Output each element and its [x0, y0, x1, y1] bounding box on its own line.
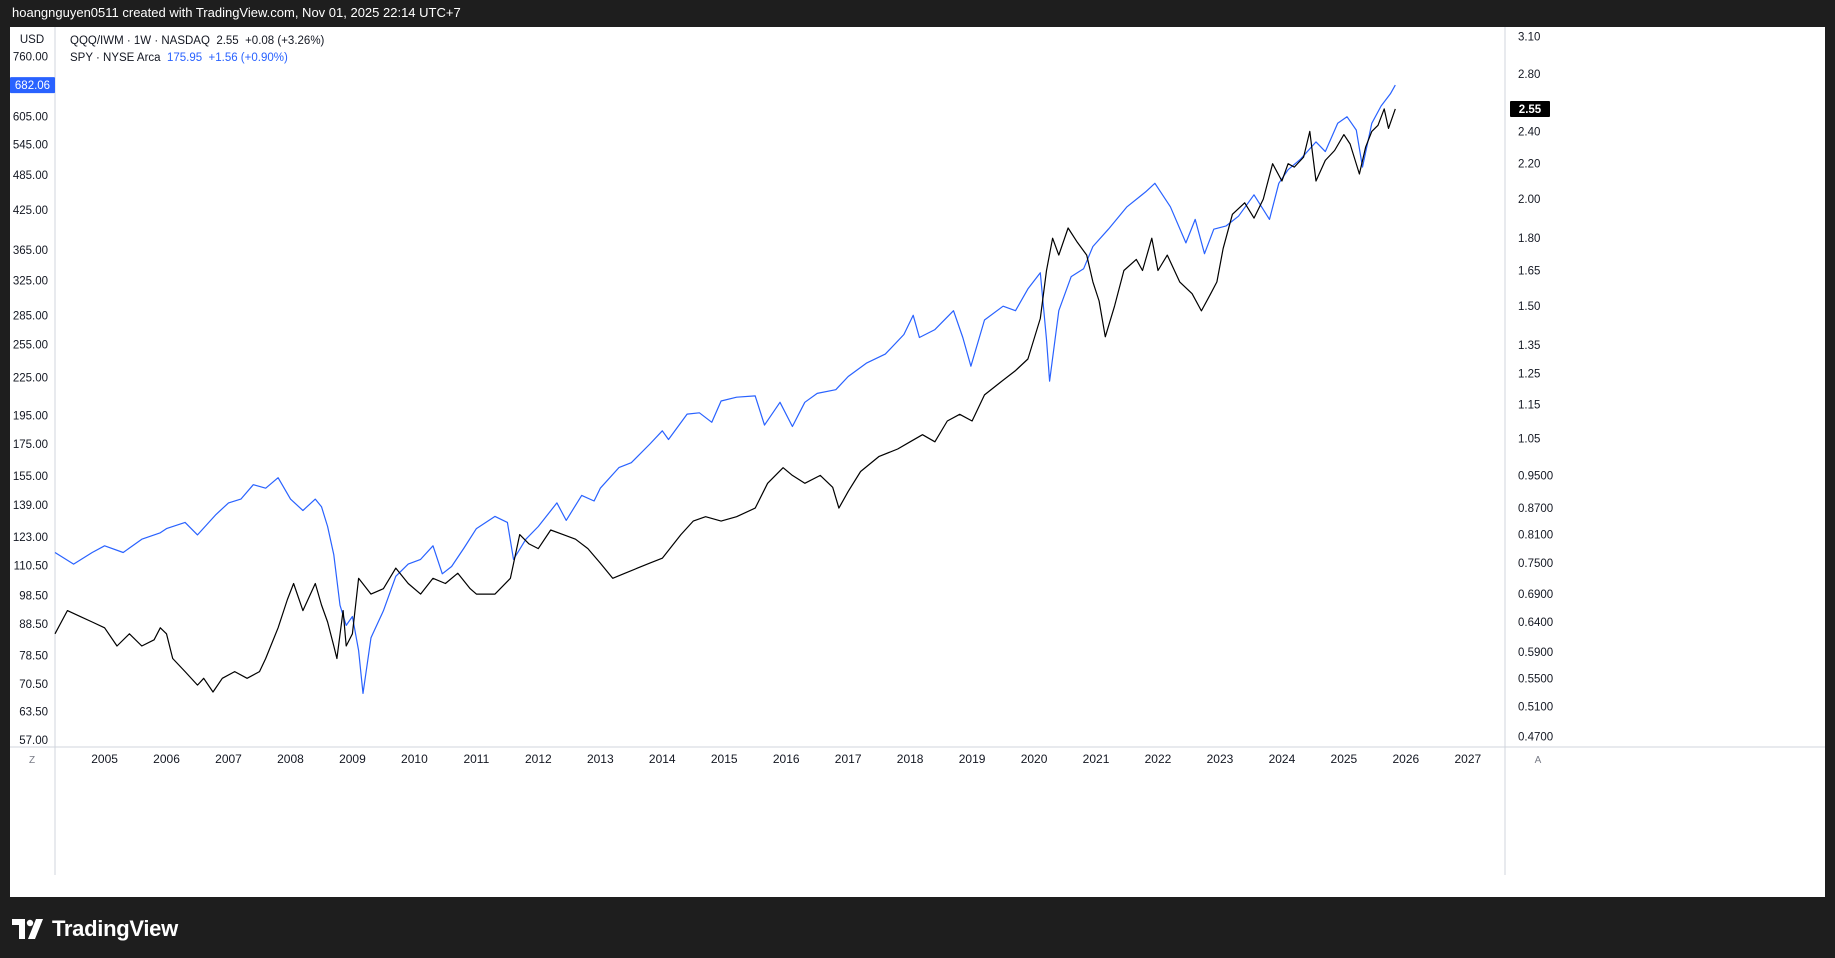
left-axis-tick-label: 760.00 [13, 52, 48, 64]
time-axis-tick-label: 2017 [835, 752, 862, 766]
left-axis-tick-label: 195.00 [13, 410, 48, 422]
right-axis-tick-label: 0.6400 [1518, 617, 1553, 629]
left-axis-tick-label: 78.50 [19, 651, 48, 663]
time-axis-tick-label: 2013 [587, 752, 614, 766]
legend-spy-symbol: SPY · NYSE Arca [70, 52, 161, 64]
legend-qqq-symbol: QQQ/IWM · 1W · NASDAQ [70, 35, 210, 47]
right-axis-tick-label: 1.65 [1518, 266, 1540, 278]
chart-author-header: hoangnguyen0511 created with TradingView… [12, 5, 461, 20]
time-axis-tick-label: 2006 [153, 752, 180, 766]
left-axis-tick-label: 285.00 [13, 310, 48, 322]
right-axis-tick-label: 2.20 [1518, 159, 1540, 171]
time-axis-tick-label: 2015 [711, 752, 738, 766]
currency-label: USD [20, 34, 44, 46]
right-axis-tick-label: 2.80 [1518, 69, 1540, 81]
left-axis-tick-label: 175.00 [13, 439, 48, 451]
time-axis-tick-label: 2027 [1454, 752, 1481, 766]
time-axis-tick-label: 2011 [463, 752, 489, 766]
tradingview-logo-text: TradingView [52, 916, 178, 941]
right-axis-tick-label: 1.25 [1518, 369, 1540, 381]
left-axis-tick-label: 325.00 [13, 276, 48, 288]
left-axis-tick-label: 225.00 [13, 373, 48, 385]
legend-row-qqq-iwm[interactable]: QQQ/IWM · 1W · NASDAQ 2.55 +0.08 (+3.26%… [70, 33, 324, 50]
time-axis-tick-label: 2009 [339, 752, 366, 766]
left-axis-tick-label: 425.00 [13, 205, 48, 217]
right-axis-tick-label: 2.40 [1518, 126, 1540, 138]
left-axis-tick-label: 110.50 [14, 560, 48, 572]
right-axis-tick-label: 1.05 [1518, 433, 1540, 445]
right-axis-tick-label: 1.50 [1518, 301, 1540, 313]
right-axis-tick-label: 0.5900 [1518, 647, 1553, 659]
time-axis-tick-label: 2005 [91, 752, 118, 766]
chart-frame: USD 760.00 605.00 545.00 485.00 425.00 365.00 3… [10, 27, 1825, 897]
tradingview-logo-icon [12, 919, 43, 939]
left-axis-tick-label: 63.50 [19, 706, 48, 718]
right-axis-tick-label: 1.35 [1518, 340, 1540, 352]
time-axis-tick-label: 2016 [773, 752, 800, 766]
legend-row-spy[interactable]: SPY · NYSE Arca 175.95 +1.56 (+0.90%) [70, 50, 324, 67]
spy-last-price-badge [10, 77, 55, 94]
right-axis-tick-label: 2.00 [1518, 194, 1540, 206]
left-axis-tick-label: 139.00 [13, 500, 48, 512]
right-axis-tick-label: 0.8700 [1518, 503, 1553, 515]
time-axis-tick-label: 2007 [215, 752, 242, 766]
time-axis-tick-label: 2010 [401, 752, 428, 766]
time-axis-tick-label: 2019 [959, 752, 986, 766]
right-axis-tick-label: 3.10 [1518, 31, 1540, 43]
time-axis-tick-label: 2014 [649, 752, 676, 766]
spy-last-price-label: 682.06 [15, 80, 50, 92]
legend-spy-value: 175.95 [166, 52, 203, 64]
left-axis-tick-label: 98.50 [19, 591, 48, 603]
time-axis-tick-label: 2021 [1083, 752, 1110, 766]
ratio-last-price-label: 2.55 [1519, 104, 1542, 116]
left-axis-tick-label: 255.00 [13, 340, 48, 352]
qqq-iwm-series-line[interactable] [54, 108, 1396, 693]
right-axis-tick-label: 0.7500 [1518, 558, 1553, 570]
time-axis-tick-label: 2026 [1393, 752, 1420, 766]
right-axis-tick-label: 0.9500 [1518, 470, 1553, 482]
left-axis-tick-label: 88.50 [19, 619, 48, 631]
right-axis-tick-label: 0.5500 [1518, 673, 1553, 685]
time-axis-tick-label: 2023 [1207, 752, 1234, 766]
right-axis-tick-label: 0.5100 [1518, 701, 1553, 713]
legend-qqq-change: +0.08 (+3.26%) [245, 35, 325, 47]
time-axis-tick-label: 2020 [1021, 752, 1048, 766]
left-axis-tick-label: 605.00 [13, 112, 48, 124]
time-axis-tick-label: 2022 [1145, 752, 1172, 766]
left-axis-tick-label: 365.00 [13, 245, 48, 257]
time-axis-tick-label: 2008 [277, 752, 304, 766]
auto-scale-a-button[interactable]: A [1535, 755, 1542, 766]
spy-series-line[interactable] [54, 84, 1396, 694]
left-axis-tick-label: 123.00 [13, 532, 48, 544]
left-axis-tick-label: 485.00 [13, 170, 48, 182]
right-axis-tick-label: 0.8100 [1518, 530, 1553, 542]
left-axis-tick-label: 57.00 [19, 735, 48, 747]
chart-canvas[interactable]: USD 760.00 605.00 545.00 485.00 425.00 365.00 3… [10, 27, 1825, 897]
ratio-last-price-badge [1510, 100, 1550, 117]
right-axis-tick-label: 1.80 [1518, 233, 1540, 245]
series-legend: QQQ/IWM · 1W · NASDAQ 2.55 +0.08 (+3.26%… [70, 33, 324, 67]
tradingview-logo[interactable]: TradingView [12, 916, 178, 942]
legend-spy-change: +1.56 (+0.90%) [208, 52, 288, 64]
time-axis-tick-label: 2012 [525, 752, 552, 766]
left-axis-tick-label: 545.00 [13, 139, 48, 151]
right-axis-tick-label: 0.4700 [1518, 732, 1553, 744]
time-axis-tick-label: 2024 [1269, 752, 1296, 766]
left-axis-tick-label: 70.50 [19, 679, 48, 691]
time-axis-tick-label: 2018 [897, 752, 924, 766]
left-axis-tick-label: 155.00 [13, 471, 48, 483]
time-axis-tick-label: 2025 [1331, 752, 1358, 766]
right-axis-tick-label: 0.6900 [1518, 589, 1553, 601]
legend-qqq-value: 2.55 [216, 35, 239, 47]
right-axis-tick-label: 1.15 [1518, 399, 1540, 411]
timezone-z-button[interactable]: Z [29, 755, 35, 766]
